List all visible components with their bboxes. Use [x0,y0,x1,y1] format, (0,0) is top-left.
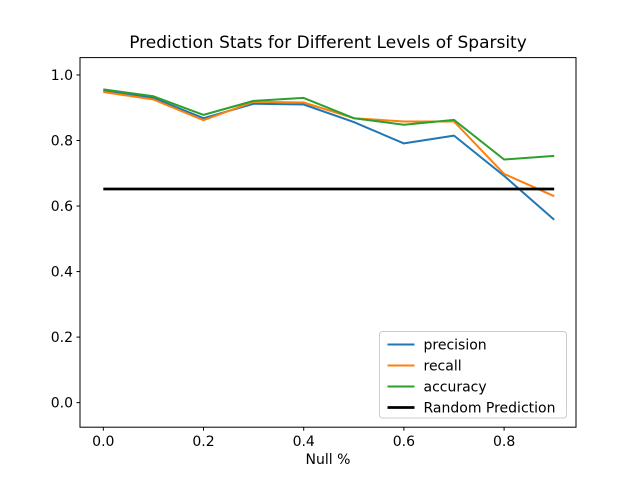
legend-label-precision: precision [424,337,487,353]
legend-label-accuracy: accuracy [424,379,487,395]
y-tick-label: 1.0 [51,68,73,84]
legend-label-random-prediction: Random Prediction [424,400,556,416]
x-tick-label: 0.4 [293,434,315,450]
x-tick-label: 0.0 [92,434,114,450]
chart-title: Prediction Stats for Different Levels of… [129,33,527,53]
line-recall [103,91,555,198]
x-tick-label: 0.2 [192,434,214,450]
line-precision [103,89,555,221]
y-tick-label: 0.4 [51,265,73,281]
x-tick-label: 0.6 [393,434,415,450]
y-tick-label: 0.6 [51,199,73,215]
y-tick-label: 0.2 [51,330,73,346]
legend-label-recall: recall [424,358,462,374]
axes-spines [79,57,577,428]
y-tick-label: 0.0 [51,396,73,412]
legend: precision recall accuracy Random Prediction [379,331,567,419]
x-tick-label: 0.8 [493,434,515,450]
y-tick-label: 0.8 [51,133,73,149]
x-axis-label: Null % [305,452,351,468]
line-accuracy [103,88,555,161]
